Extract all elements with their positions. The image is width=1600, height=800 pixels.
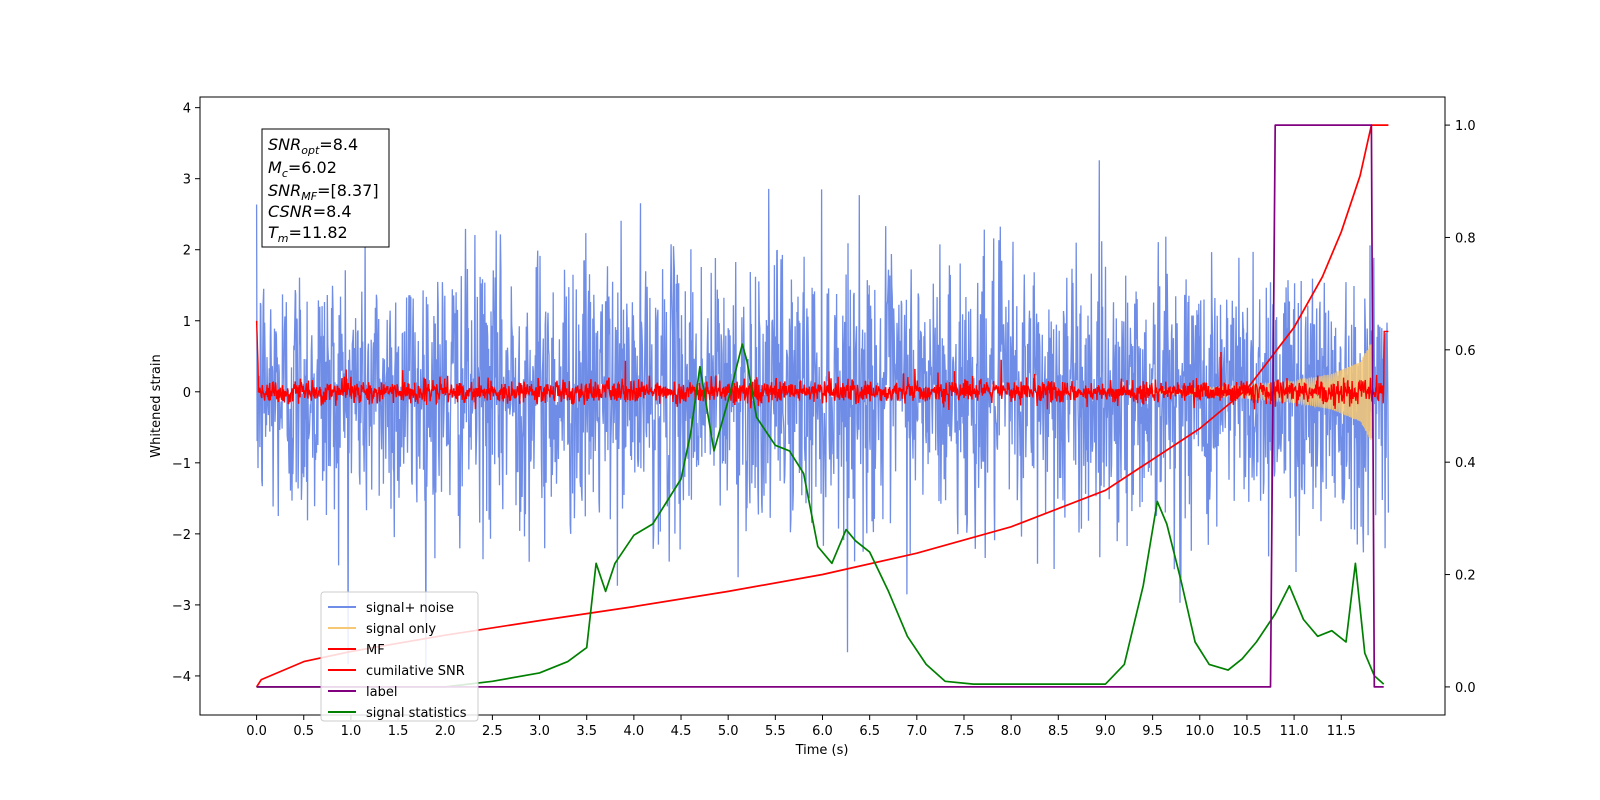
x-tick-label: 6.0 [812,724,833,739]
annotation-tm: Tm=11.82 [268,223,348,245]
annotation-snr-mf: SNRMF=[8.37] [268,181,379,203]
legend-frame [320,591,479,722]
y-tick-label: −2 [172,528,191,543]
x-tick-label: 2.5 [482,724,503,739]
legend-label: signal only [366,622,436,637]
x-tick-label: 8.5 [1048,724,1069,739]
x-tick-label: 0.5 [293,724,314,739]
y-tick-label: −1 [172,457,191,472]
x-tick-label: 8.0 [1001,724,1022,739]
y2-tick-label: 0.6 [1455,344,1476,359]
x-axis: 0.0 0.5 1.0 1.5 2.0 2.5 3.0 3.5 4.0 4.5 5.0 5.5 6.0 6… [246,715,1356,739]
x-tick-label: 9.5 [1142,724,1163,739]
y-tick-label: 0 [183,386,191,401]
x-tick-label: 7.0 [906,724,927,739]
annotation-snr-opt: SNRopt=8.4 [268,135,358,157]
annotation-csnr: CSNR=8.4 [268,202,352,221]
legend-label: label [366,685,397,700]
x-tick-label: 4.5 [671,724,692,739]
y-tick-label: −3 [172,599,191,614]
x-tick-label: 10.5 [1232,724,1261,739]
legend-label: signal+ noise [366,601,454,616]
series-label [256,124,1384,688]
annotation-box: SNRopt=8.4 Mc=6.02 SNRMF=[8.37] CSNR=8.4… [261,128,390,248]
x-tick-label: 11.5 [1327,724,1356,739]
annotation-frame [261,128,390,248]
annotation-mc: Mc=6.02 [268,158,337,180]
y-axis: 4 3 2 1 0 −1 −2 −3 −4 [172,102,200,685]
x-tick-label: 2.0 [435,724,456,739]
x-tick-label: 6.5 [859,724,880,739]
y2-tick-label: 0.2 [1455,569,1476,584]
x-tick-label: 1.0 [341,724,362,739]
y-axis-label: Whitened strain [149,354,164,457]
y-tick-label: −4 [172,670,191,685]
x-axis-label: Time (s) [795,743,849,758]
y2-tick-label: 0.0 [1455,681,1476,696]
y2-axis: 1.0 0.8 0.6 0.4 0.2 0.0 [1445,119,1476,696]
x-tick-label: 0.0 [246,724,267,739]
legend-label: cumilative SNR [366,664,465,679]
legend: signal+ noise signal only MF cumilative SNR… [320,591,479,722]
legend-label: MF [366,643,385,658]
x-tick-label: 4.0 [624,724,645,739]
series-mf [255,320,1389,411]
legend-label: signal statistics [366,706,467,721]
x-tick-label: 5.0 [718,724,739,739]
y2-tick-label: 1.0 [1455,119,1476,134]
x-tick-label: 5.5 [765,724,786,739]
y-tick-label: 1 [183,315,191,330]
y-tick-label: 2 [183,244,191,259]
x-tick-label: 3.5 [576,724,597,739]
y-tick-label: 4 [183,102,191,117]
y2-tick-label: 0.8 [1455,231,1476,246]
x-tick-label: 9.0 [1095,724,1116,739]
x-tick-label: 10.0 [1185,724,1214,739]
series-signal-statistics [256,343,1385,688]
series-signal-only [1143,344,1373,440]
y2-tick-label: 0.4 [1455,456,1476,471]
y-tick-label: 3 [183,173,191,188]
x-tick-label: 11.0 [1280,724,1309,739]
x-tick-label: 3.0 [529,724,550,739]
x-tick-label: 1.5 [388,724,409,739]
x-tick-label: 7.5 [954,724,975,739]
